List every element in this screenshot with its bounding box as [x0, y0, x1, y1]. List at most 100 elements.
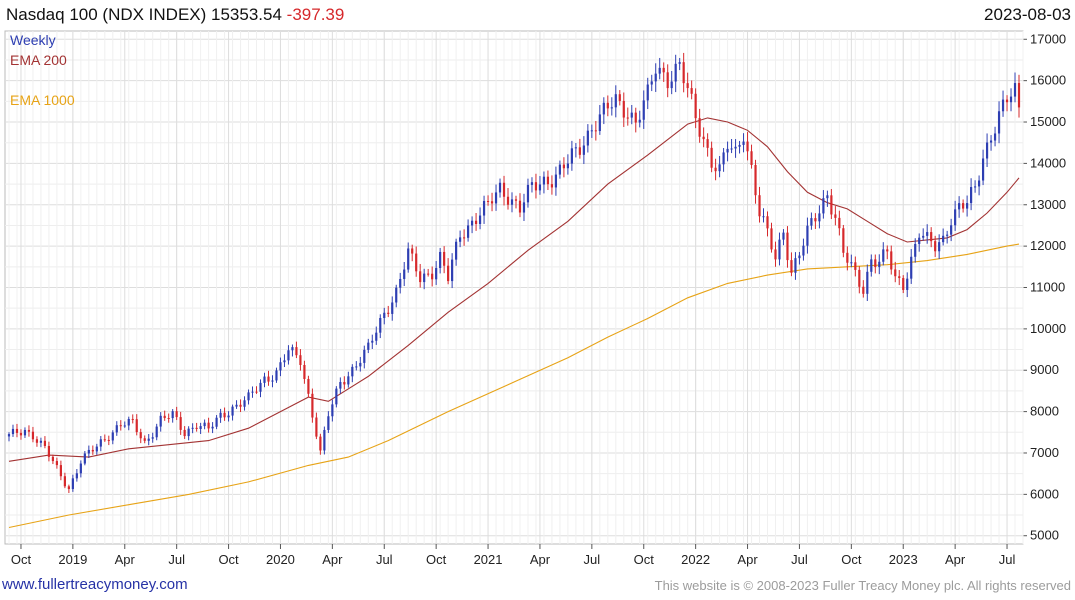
candle-up: [973, 186, 977, 188]
candle-down: [690, 88, 693, 94]
x-tick-label: Jul: [376, 552, 393, 567]
candle-up: [590, 130, 593, 132]
candle-down: [702, 136, 705, 140]
candle-up: [371, 340, 374, 343]
candle-down: [35, 439, 39, 443]
y-tick-label: 15000: [1030, 114, 1066, 129]
candle-down: [846, 252, 849, 263]
candle-up: [678, 62, 681, 64]
candle-down: [838, 217, 841, 229]
candle-up: [1001, 99, 1005, 112]
candle-up: [654, 73, 657, 82]
candle-down: [902, 278, 905, 290]
candle-down: [167, 418, 170, 420]
candle-down: [770, 228, 773, 250]
candle-up: [958, 203, 961, 210]
candle-up: [335, 388, 338, 405]
candle-up: [1009, 96, 1013, 103]
candle-up: [646, 84, 649, 101]
y-tick-label: 7000: [1030, 445, 1059, 460]
candle-up: [730, 148, 733, 150]
candle-up: [423, 273, 426, 283]
candle-up: [882, 249, 885, 262]
copyright-text: This website is © 2008-2023 Fuller Treac…: [654, 578, 1071, 593]
candle-down: [255, 391, 258, 393]
candle-up: [227, 415, 230, 418]
candle-down: [179, 417, 182, 430]
candle-up: [279, 362, 282, 371]
candle-down: [419, 271, 422, 283]
candle-up: [375, 332, 378, 341]
candle-up: [95, 446, 98, 452]
candle-down: [175, 411, 178, 418]
candle-up: [610, 107, 613, 109]
candle-down: [714, 167, 717, 172]
candle-down: [107, 439, 110, 441]
candle-down: [195, 427, 198, 429]
candle-up: [718, 164, 721, 172]
candle-up: [211, 426, 214, 429]
y-tick-label: 12000: [1030, 238, 1066, 253]
candle-down: [486, 200, 490, 202]
candle-down: [774, 249, 777, 260]
candle-down: [135, 419, 138, 433]
candle-up: [538, 184, 542, 191]
x-tick-label: Apr: [530, 552, 551, 567]
candle-up: [570, 148, 573, 164]
candle-up: [726, 148, 729, 153]
candle-up: [367, 342, 370, 350]
candle-up: [977, 180, 981, 187]
price-change: -397.39: [286, 5, 345, 24]
candle-down: [27, 429, 31, 432]
candle-up: [981, 158, 985, 181]
x-tick-label: Oct: [11, 552, 32, 567]
candle-up: [586, 130, 589, 146]
candle-down: [311, 393, 314, 418]
candle-up: [850, 262, 853, 264]
x-tick-label: Oct: [841, 552, 862, 567]
candle-down: [750, 151, 753, 165]
candle-up: [478, 215, 482, 224]
candle-down: [143, 438, 146, 441]
candle-up: [993, 133, 997, 141]
candle-up: [271, 380, 274, 382]
candle-up: [734, 146, 737, 149]
candle-up: [455, 241, 458, 260]
candle-down: [754, 164, 757, 196]
candle-up: [171, 411, 174, 419]
candle-up: [155, 426, 158, 438]
candle-up: [451, 259, 454, 282]
candle-down: [834, 214, 837, 218]
candle-down: [55, 461, 58, 466]
website-link[interactable]: www.fullertreacymoney.com: [2, 576, 188, 593]
candle-down: [59, 465, 62, 477]
candle-up: [762, 216, 765, 218]
candle-up: [187, 428, 190, 437]
y-tick-label: 10000: [1030, 321, 1066, 336]
candle-up: [7, 434, 11, 437]
candle-up: [191, 427, 194, 429]
candle-down: [698, 118, 701, 137]
candle-up: [914, 243, 917, 257]
candle-down: [267, 376, 270, 382]
candle-down: [746, 141, 749, 152]
candle-down: [874, 259, 877, 268]
candle-down: [63, 476, 66, 487]
candle-up: [75, 473, 78, 479]
candle-up: [203, 422, 206, 427]
x-tick-label: Jul: [999, 552, 1016, 567]
candle-down: [634, 112, 637, 123]
candle-up: [566, 163, 569, 169]
candle-up: [510, 199, 514, 205]
candle-down: [307, 378, 310, 394]
candle-down: [502, 182, 506, 197]
candle-down: [91, 449, 94, 452]
candle-up: [347, 376, 350, 385]
candle-up: [910, 256, 913, 279]
candle-up: [263, 376, 266, 383]
y-tick-label: 5000: [1030, 528, 1059, 543]
x-tick-label: Jul: [168, 552, 185, 567]
candle-down: [427, 273, 430, 275]
candle-down: [962, 203, 965, 209]
